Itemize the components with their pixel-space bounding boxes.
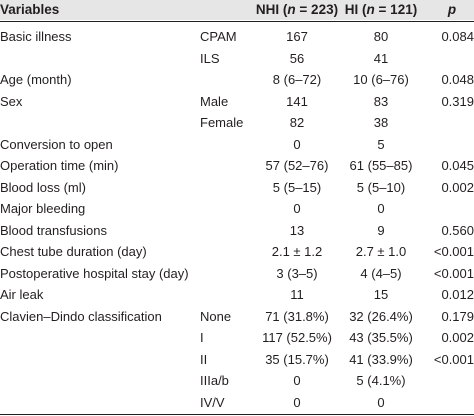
cell-nhi: 13 bbox=[289, 222, 305, 238]
cell-nhi: 11 bbox=[290, 287, 304, 302]
cell-subgroup: ILS bbox=[200, 50, 220, 66]
cell-variable: Sex bbox=[0, 93, 23, 109]
cell-hi: 4 (4–5) bbox=[360, 265, 402, 281]
cell-nhi: 8 (6–72) bbox=[272, 72, 322, 87]
cell-p: <0.001 bbox=[433, 244, 474, 259]
cell-variable: Conversion to open bbox=[0, 136, 113, 152]
cell-subgroup: CPAM bbox=[200, 29, 237, 44]
cell-variable: Blood transfusions bbox=[0, 222, 107, 238]
cell-subgroup: Female bbox=[200, 115, 244, 130]
cell-p: 0.084 bbox=[441, 29, 474, 44]
cell-hi: 61 (55–85) bbox=[349, 158, 413, 173]
cell-nhi: 57 (52–76) bbox=[265, 158, 329, 173]
cell-nhi: 0 bbox=[293, 373, 301, 388]
cell-p: 0.002 bbox=[441, 330, 474, 345]
cell-hi: 38 bbox=[373, 115, 389, 130]
cell-subgroup: None bbox=[200, 308, 232, 324]
cell-variable: Postoperative hospital stay (day) bbox=[0, 265, 189, 281]
cell-variable: Age (month) bbox=[0, 72, 72, 87]
cell-nhi: 167 bbox=[286, 29, 308, 44]
cell-hi: 5 bbox=[377, 136, 385, 152]
cell-variable: Operation time (min) bbox=[0, 158, 119, 173]
cell-nhi: 0 bbox=[293, 394, 301, 410]
cell-hi: 15 bbox=[373, 287, 389, 302]
cell-nhi: 2.1 ± 1.2 bbox=[271, 244, 323, 259]
cell-hi: 41 (33.9%) bbox=[349, 351, 413, 367]
cell-hi: 83 bbox=[373, 93, 389, 109]
cell-p: <0.001 bbox=[433, 265, 474, 281]
cell-hi: 32 (26.4%) bbox=[349, 308, 413, 324]
cell-nhi: 0 bbox=[293, 201, 301, 216]
cell-variable: Major bleeding bbox=[0, 201, 86, 216]
table-header bbox=[0, 0, 474, 20]
cell-p: 0.179 bbox=[441, 308, 474, 324]
header-hi: HI (n = 121) bbox=[344, 2, 418, 17]
cell-variable: Chest tube duration (day) bbox=[0, 244, 147, 259]
cell-subgroup: I bbox=[200, 330, 204, 345]
cell-hi: 80 bbox=[373, 29, 389, 44]
cell-nhi: 71 (31.8%) bbox=[265, 308, 329, 324]
cell-variable: Blood loss (ml) bbox=[0, 179, 86, 195]
cell-p: <0.001 bbox=[433, 351, 474, 367]
cell-hi: 5 (5–10) bbox=[356, 179, 406, 195]
cell-hi: 43 (35.5%) bbox=[349, 330, 413, 345]
cell-variable: Clavien–Dindo classification bbox=[0, 308, 162, 324]
cell-hi: 41 bbox=[373, 50, 389, 66]
header-variables: Variables bbox=[0, 2, 60, 17]
cell-subgroup: IV/V bbox=[200, 394, 225, 410]
cell-hi: 10 (6–76) bbox=[353, 72, 409, 87]
cell-p: 0.048 bbox=[441, 72, 474, 87]
header-rule bbox=[0, 21, 474, 22]
header-p: p bbox=[447, 2, 457, 17]
cell-nhi: 141 bbox=[286, 93, 308, 109]
cell-nhi: 117 (52.5%) bbox=[262, 330, 332, 345]
cell-variable: Air leak bbox=[0, 287, 44, 302]
cell-nhi: 0 bbox=[293, 136, 301, 152]
cell-hi: 0 bbox=[377, 201, 385, 216]
cell-p: 0.319 bbox=[441, 93, 474, 109]
cell-subgroup: IIIa/b bbox=[200, 373, 229, 388]
cell-p: 0.002 bbox=[441, 179, 474, 195]
cell-nhi: 82 bbox=[289, 115, 305, 130]
cell-nhi: 56 bbox=[289, 50, 305, 66]
cell-p: 0.560 bbox=[441, 222, 474, 238]
cell-hi: 2.7 ± 1.0 bbox=[355, 244, 407, 259]
cell-subgroup: Male bbox=[200, 93, 229, 109]
bottom-rule bbox=[0, 414, 474, 415]
cell-hi: 0 bbox=[377, 394, 385, 410]
cell-p: 0.045 bbox=[441, 158, 474, 173]
cell-nhi: 5 (5–15) bbox=[272, 179, 322, 195]
header-nhi: NHI (n = 223) bbox=[255, 2, 339, 17]
cell-subgroup: II bbox=[200, 351, 208, 367]
cell-nhi: 35 (15.7%) bbox=[265, 351, 329, 367]
cell-p: 0.012 bbox=[441, 287, 474, 302]
cell-nhi: 3 (3–5) bbox=[276, 265, 318, 281]
cell-hi: 9 bbox=[377, 222, 385, 238]
cell-variable: Basic illness bbox=[0, 29, 72, 44]
cell-hi: 5 (4.1%) bbox=[356, 373, 406, 388]
